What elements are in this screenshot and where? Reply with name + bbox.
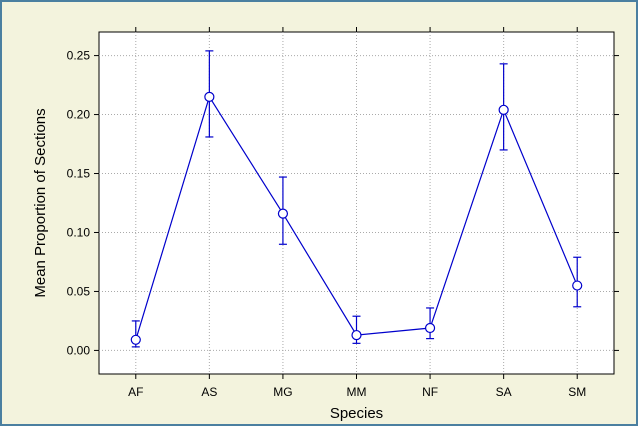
data-point [351, 329, 362, 341]
data-point [130, 334, 141, 345]
y-axis-label: Mean Proportion of Sections [32, 108, 49, 297]
y-axis: 0.00 0.05 0.10 0.15 0.20 0.25 [67, 49, 619, 357]
x-tick-label: AF [128, 385, 143, 399]
x-axis: AF AS MG MM NF SA SM [128, 27, 586, 399]
x-tick-label: NF [422, 385, 438, 399]
y-tick-label: 0.10 [67, 225, 91, 239]
x-tick-label: MM [347, 385, 367, 399]
data-point [424, 322, 436, 334]
data-point [277, 208, 289, 219]
data-point [498, 104, 509, 115]
grid [99, 32, 614, 374]
x-tick-label: AS [201, 385, 217, 399]
y-tick-label: 0.05 [67, 284, 91, 298]
y-tick-label: 0.25 [67, 49, 91, 63]
x-tick-label: MG [273, 385, 292, 399]
y-tick-label: 0.20 [67, 108, 91, 122]
x-axis-label: Species [330, 405, 383, 422]
y-tick-label: 0.15 [67, 167, 91, 181]
series [130, 50, 583, 348]
y-tick-label: 0.00 [67, 343, 91, 357]
data-point [572, 280, 583, 291]
x-tick-label: SM [568, 385, 586, 399]
data-point [204, 91, 215, 102]
x-tick-label: SA [496, 385, 512, 399]
